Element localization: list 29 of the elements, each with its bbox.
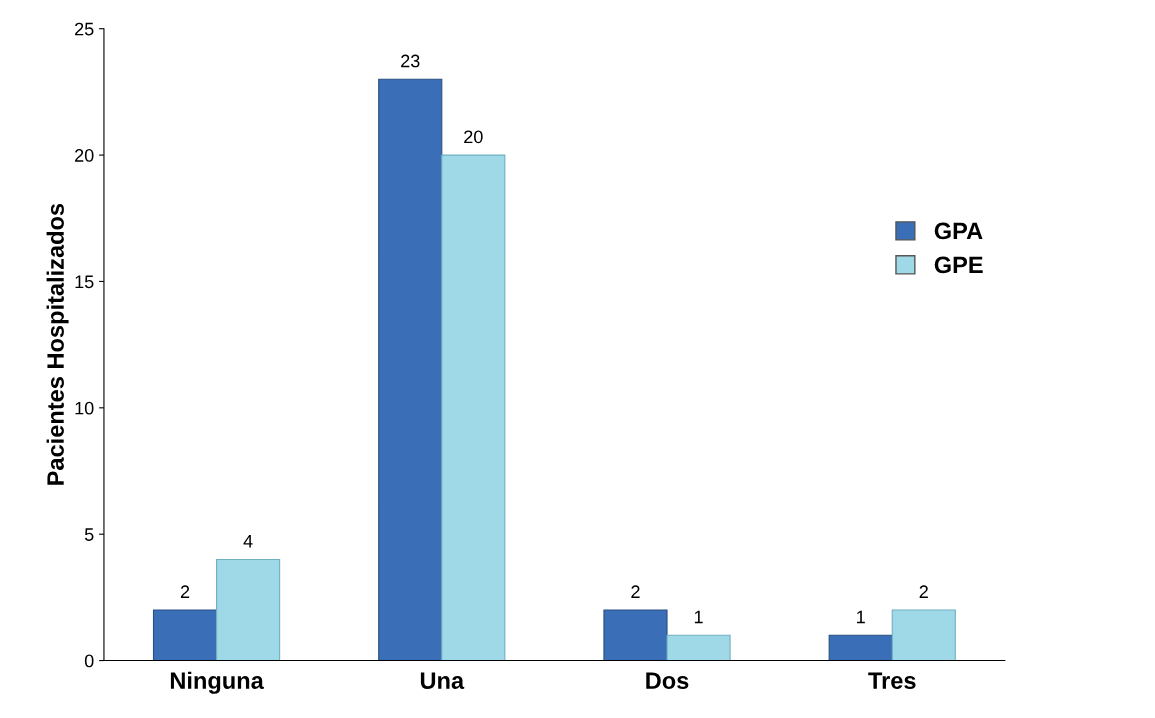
legend-label: GPE <box>934 256 983 274</box>
y-tick-label: 5 <box>84 528 94 541</box>
x-tick-label: Dos <box>646 672 689 690</box>
y-tick-label: 0 <box>84 654 94 668</box>
x-tick-label: Una <box>420 672 465 690</box>
data-label: 23 <box>401 54 420 68</box>
y-tick-label: 10 <box>75 401 94 415</box>
x-tick-label: Ninguna <box>170 671 264 694</box>
x-tick-label: Tres <box>868 672 916 690</box>
bar <box>603 609 668 661</box>
y-axis-title: Pacientes Hospitalizados <box>46 203 69 485</box>
data-label: 20 <box>464 130 483 144</box>
y-tick-label: 20 <box>75 149 94 162</box>
bar <box>828 634 893 661</box>
bar <box>378 78 443 661</box>
bar <box>891 609 956 661</box>
y-tick-label: 15 <box>75 275 94 289</box>
data-label: 4 <box>243 534 253 548</box>
bar <box>441 154 506 661</box>
legend-label: GPA <box>934 222 983 240</box>
y-tick-label: 25 <box>75 22 94 36</box>
data-label: 2 <box>631 585 640 598</box>
data-label: 1 <box>857 610 865 624</box>
data-label: 1 <box>694 610 703 624</box>
bar <box>152 609 218 661</box>
data-label: 2 <box>919 585 928 598</box>
bar <box>666 634 731 661</box>
bar <box>216 558 281 661</box>
data-label: 2 <box>180 585 190 598</box>
